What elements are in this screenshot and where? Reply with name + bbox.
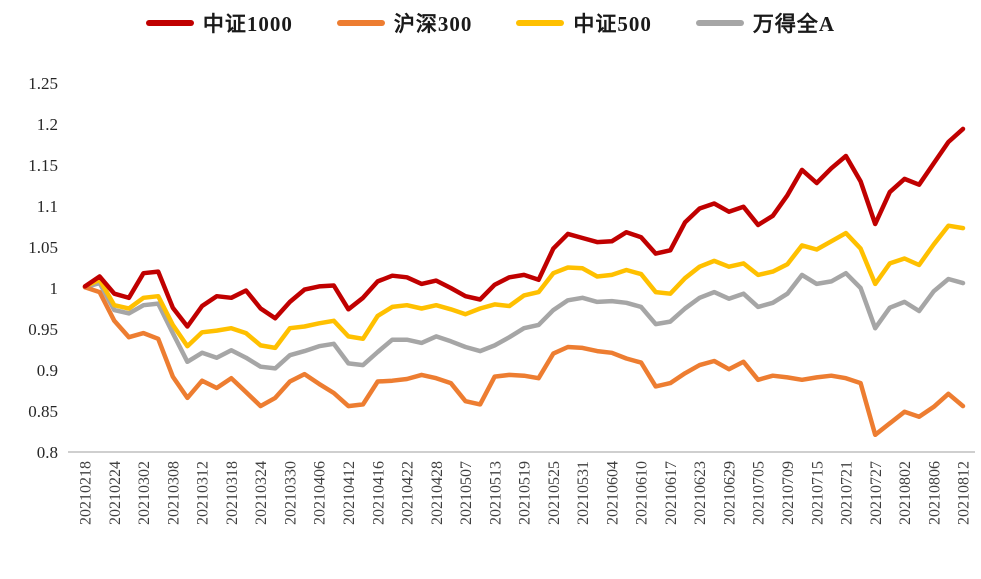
legend-item-csi500: 中证500 bbox=[516, 8, 652, 38]
x-tick-label: 20210507 bbox=[458, 461, 475, 525]
x-tick-label: 20210224 bbox=[107, 461, 124, 525]
y-tick-label: 0.9 bbox=[37, 361, 58, 380]
legend-item-csi1000: 中证1000 bbox=[145, 8, 293, 38]
legend-swatch-hs300 bbox=[336, 20, 385, 26]
x-tick-label: 20210416 bbox=[370, 461, 387, 525]
series-line-中证500 bbox=[82, 223, 966, 351]
x-tick-label: 20210312 bbox=[195, 461, 212, 525]
y-tick-label: 1 bbox=[50, 279, 59, 298]
x-tick-label: 20210623 bbox=[692, 461, 709, 525]
x-tick-label: 20210525 bbox=[546, 461, 563, 525]
series-line-沪深300 bbox=[82, 284, 966, 438]
x-tick-label: 20210318 bbox=[224, 461, 241, 525]
x-tick-label: 20210513 bbox=[487, 461, 504, 525]
x-tick-label: 20210428 bbox=[429, 461, 446, 525]
x-tick-label: 20210709 bbox=[780, 461, 797, 525]
x-tick-label: 20210519 bbox=[517, 461, 534, 525]
series-line-万得全A bbox=[82, 270, 966, 371]
y-tick-label: 0.85 bbox=[28, 402, 58, 421]
legend-swatch-windall bbox=[695, 20, 744, 26]
x-tick-label: 20210629 bbox=[721, 461, 738, 525]
x-tick-label: 20210604 bbox=[604, 461, 621, 525]
legend-label-windall: 万得全A bbox=[752, 12, 836, 36]
x-tick-label: 20210330 bbox=[282, 461, 299, 525]
legend-item-hs300: 沪深300 bbox=[336, 8, 473, 38]
y-tick-label: 1.25 bbox=[28, 74, 58, 93]
x-tick-label: 20210302 bbox=[136, 461, 153, 525]
x-tick-label: 20210308 bbox=[165, 461, 182, 525]
y-tick-label: 1.2 bbox=[37, 115, 58, 134]
x-tick-label: 20210324 bbox=[253, 461, 270, 525]
y-tick-label: 0.95 bbox=[28, 320, 58, 339]
chart-legend: 中证1000 沪深300 中证500 万得全A bbox=[0, 8, 981, 38]
x-tick-label: 20210422 bbox=[400, 461, 417, 525]
x-tick-label: 20210218 bbox=[78, 461, 95, 525]
x-tick-label: 20210721 bbox=[839, 461, 856, 525]
legend-item-windall: 万得全A bbox=[695, 8, 836, 38]
legend-swatch-csi500 bbox=[516, 20, 565, 26]
y-tick-label: 1.15 bbox=[28, 156, 58, 175]
x-tick-label: 20210610 bbox=[634, 461, 651, 525]
x-tick-label: 20210617 bbox=[663, 461, 680, 525]
x-tick-label: 20210715 bbox=[809, 461, 826, 525]
x-tick-label: 20210412 bbox=[341, 461, 358, 525]
y-tick-label: 1.05 bbox=[28, 238, 58, 257]
x-tick-label: 20210727 bbox=[868, 461, 885, 525]
x-tick-label: 20210802 bbox=[897, 461, 914, 525]
y-tick-label: 1.1 bbox=[37, 197, 58, 216]
legend-label-hs300: 沪深300 bbox=[393, 12, 473, 36]
x-tick-label: 20210806 bbox=[926, 461, 943, 525]
x-tick-label: 20210406 bbox=[312, 461, 329, 525]
y-tick-label: 0.8 bbox=[37, 443, 58, 462]
legend-label-csi1000: 中证1000 bbox=[202, 12, 293, 36]
series-line-中证1000 bbox=[82, 126, 966, 329]
legend-label-csi500: 中证500 bbox=[573, 12, 652, 36]
x-tick-label: 20210812 bbox=[956, 461, 973, 525]
x-tick-label: 20210531 bbox=[575, 461, 592, 525]
x-tick-label: 20210705 bbox=[751, 461, 768, 525]
legend-swatch-csi1000 bbox=[145, 20, 194, 26]
